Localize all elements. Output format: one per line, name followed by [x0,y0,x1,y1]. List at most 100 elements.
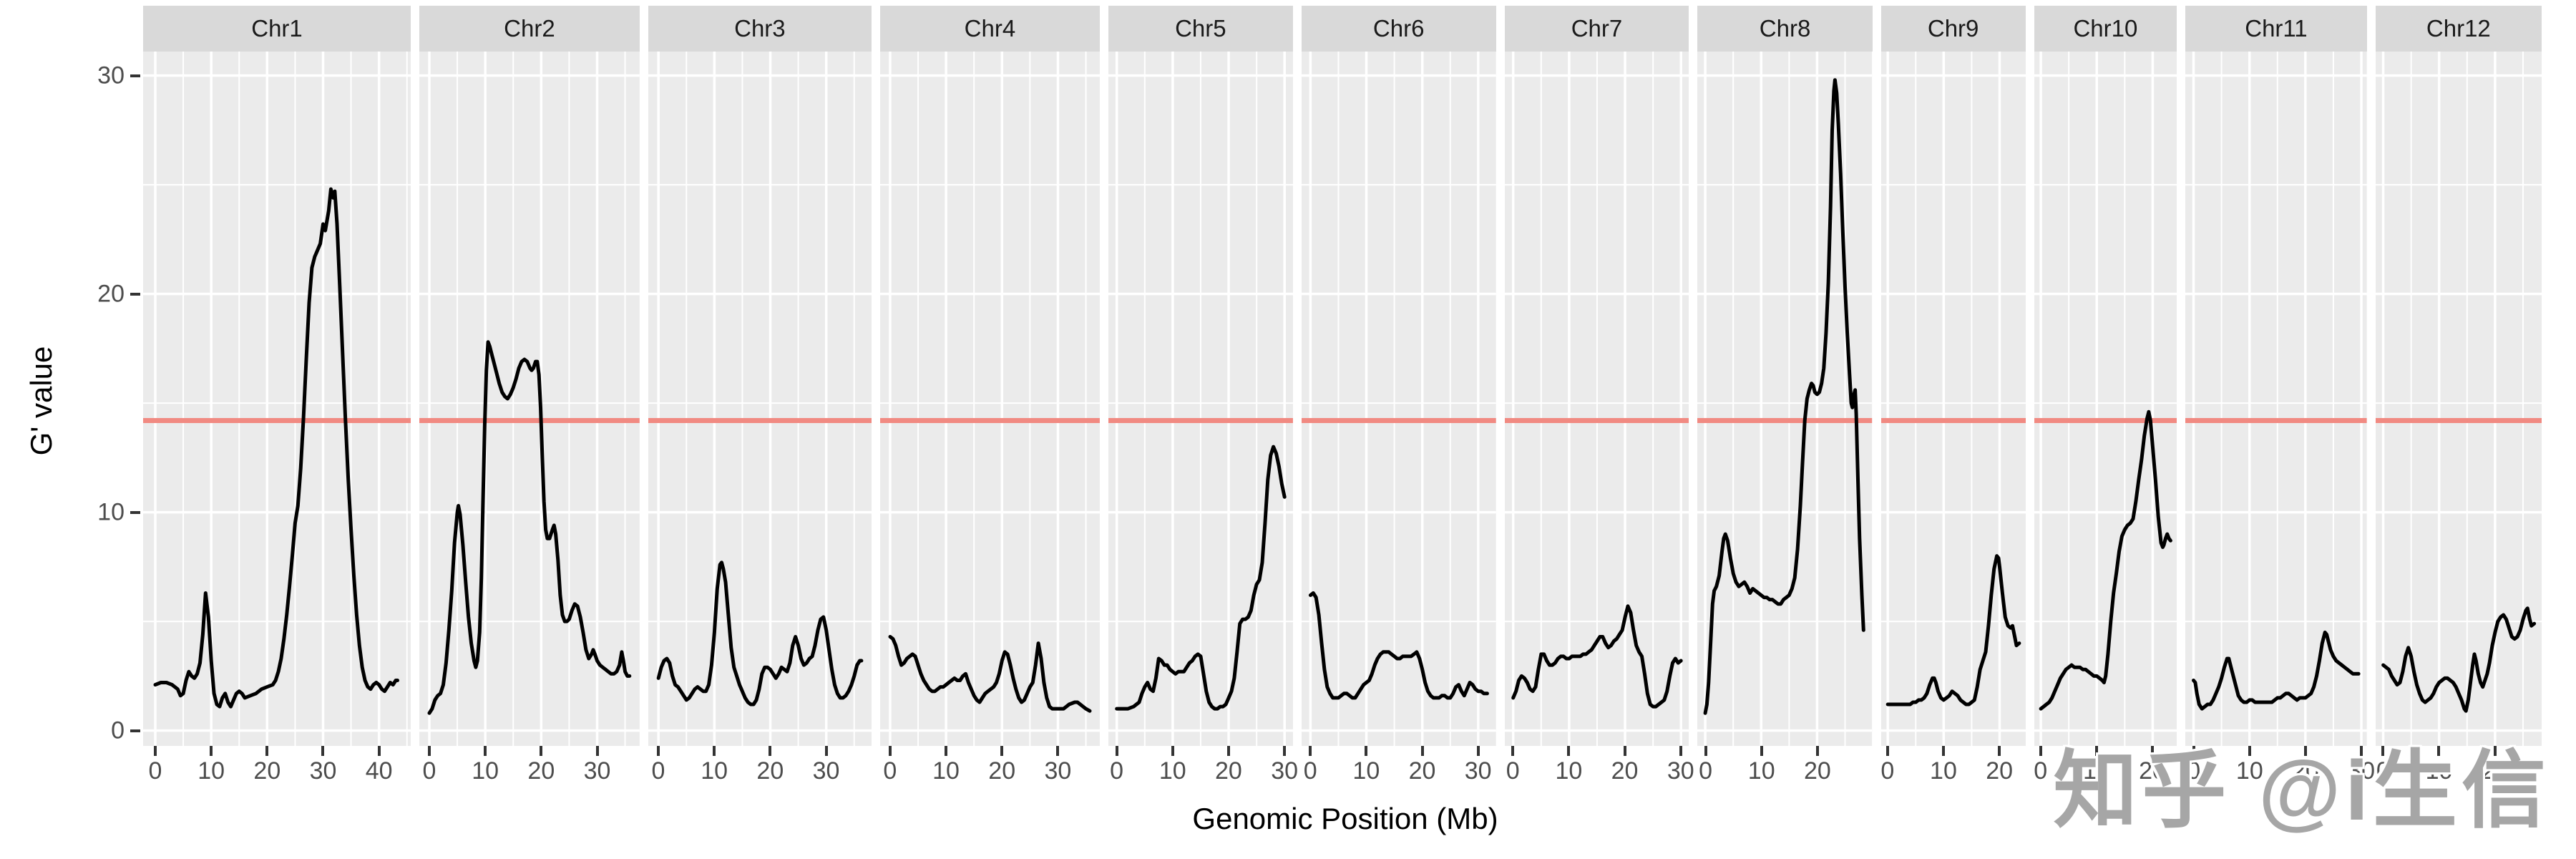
facet-chr11: Chr11 0 10 20 30 [2185,6,2375,787]
x-tick-mark [1567,746,1571,756]
x-tick-label: 10 [1158,757,1186,785]
facet-strip-label: Chr9 [1880,6,2026,52]
x-tick-mark [210,746,213,756]
x-tick-label: 10 [1352,757,1380,785]
x-tick-label: 0 [2187,757,2201,785]
x-axis-chr12: 0 10 20 [2376,746,2542,787]
gprime-line-chr8 [1704,78,1866,715]
gprime-line-chr9 [1885,554,2021,707]
facet-panel [2375,52,2542,746]
x-tick-mark [1171,746,1174,756]
x-tick-label: 30 [1667,757,1694,785]
x-tick-label: 20 [1803,757,1831,785]
x-tick-label: 0 [422,757,436,785]
facet-panel [648,52,872,746]
x-tick-mark [1056,746,1060,756]
x-tick-mark [595,746,599,756]
facet-chr8: Chr8 0 10 20 [1697,6,1873,787]
x-tick-mark [265,746,269,756]
x-axis-chr9: 0 10 20 [1880,746,2026,787]
x-tick-mark [1000,746,1004,756]
facet-strip-label: Chr8 [1697,6,1873,52]
x-tick-mark [2303,746,2307,756]
gprime-line-chr11 [2192,630,2361,711]
x-tick-mark [2381,746,2385,756]
x-tick-mark [1476,746,1480,756]
facet-panel [1504,52,1689,746]
y-tick-label: 0 [111,717,125,744]
x-tick-label: 30 [583,757,611,785]
y-tick-mark [130,729,140,732]
x-tick-label: 10 [1930,757,1957,785]
x-tick-label: 20 [1215,757,1242,785]
gprime-line-chr4 [888,635,1092,713]
facet-panel [1301,52,1496,746]
x-tick-label: 20 [756,757,784,785]
x-tick-label: 10 [197,757,225,785]
facet-strip-label: Chr1 [143,6,411,52]
x-tick-label: 20 [2292,757,2319,785]
x-tick-label: 0 [1303,757,1317,785]
x-tick-mark [2437,746,2441,756]
x-tick-label: 0 [148,757,162,785]
gprime-line-chr3 [656,560,864,707]
x-tick-label: 20 [1986,757,2014,785]
facet-panel [1697,52,1873,746]
x-tick-mark [2493,746,2497,756]
x-tick-mark [484,746,487,756]
x-axis-title: Genomic Position (Mb) [1192,802,1498,835]
facet-chr9: Chr9 0 10 20 [1880,6,2026,787]
gprime-line-chr6 [1308,591,1489,700]
x-tick-mark [428,746,431,756]
facet-panel [2185,52,2367,746]
watermark: 知乎 @i生信 [2053,744,2550,838]
facet-panel [1880,52,2026,746]
x-tick-label: 30 [2348,757,2376,785]
y-axis-title: G' value [24,346,58,456]
x-axis-chr1: 0 10 20 30 40 [143,746,411,787]
x-tick-mark [769,746,772,756]
x-tick-mark [2039,746,2042,756]
y-tick-label: 30 [97,62,125,89]
facet-chr12: Chr12 0 10 20 [2375,6,2542,787]
x-tick-mark [540,746,543,756]
x-tick-label: 10 [472,757,499,785]
x-tick-label: 20 [253,757,281,785]
x-axis-chr2: 0 10 20 30 [419,746,640,787]
x-tick-label: 0 [1110,757,1124,785]
x-tick-mark [1885,746,1889,756]
facet-chr1: Chr1 0 10 20 30 40 [143,6,411,787]
x-axis-chr8: 0 10 20 [1697,746,1872,787]
x-tick-label: 10 [932,757,960,785]
x-tick-mark [1283,746,1287,756]
y-tick-label: 20 [97,280,125,308]
x-tick-mark [888,746,892,756]
gprime-line-chr10 [2039,409,2172,711]
x-tick-mark [2360,746,2363,756]
x-axis-chr11: 0 10 20 30 [2185,746,2375,787]
x-tick-label: 20 [527,757,555,785]
facet-strip-label: Chr3 [648,6,872,52]
x-tick-label: 0 [883,757,897,785]
x-axis-chr7: 0 10 20 30 [1505,746,1694,787]
x-tick-mark [377,746,381,756]
x-tick-label: 10 [1555,757,1583,785]
x-tick-label: 0 [1699,757,1713,785]
y-tick-mark [130,292,140,296]
y-axis: G' value 0 10 20 30 [0,0,143,859]
x-tick-label: 10 [2235,757,2263,785]
x-tick-mark [1623,746,1626,756]
x-tick-mark [1998,746,2001,756]
x-tick-mark [657,746,660,756]
x-tick-mark [1365,746,1368,756]
x-tick-label: 0 [1506,757,1520,785]
facet-chr10: Chr10 0 10 20 [2034,6,2177,787]
x-tick-label: 0 [2034,757,2048,785]
facet-strip-label: Chr6 [1301,6,1496,52]
y-tick-mark [130,74,140,77]
x-axis-chr3: 0 10 20 30 [648,746,872,787]
x-tick-mark [2248,746,2251,756]
x-tick-label: 40 [365,757,393,785]
y-tick-label: 10 [97,498,125,526]
facet-strip-label: Chr10 [2034,6,2177,52]
